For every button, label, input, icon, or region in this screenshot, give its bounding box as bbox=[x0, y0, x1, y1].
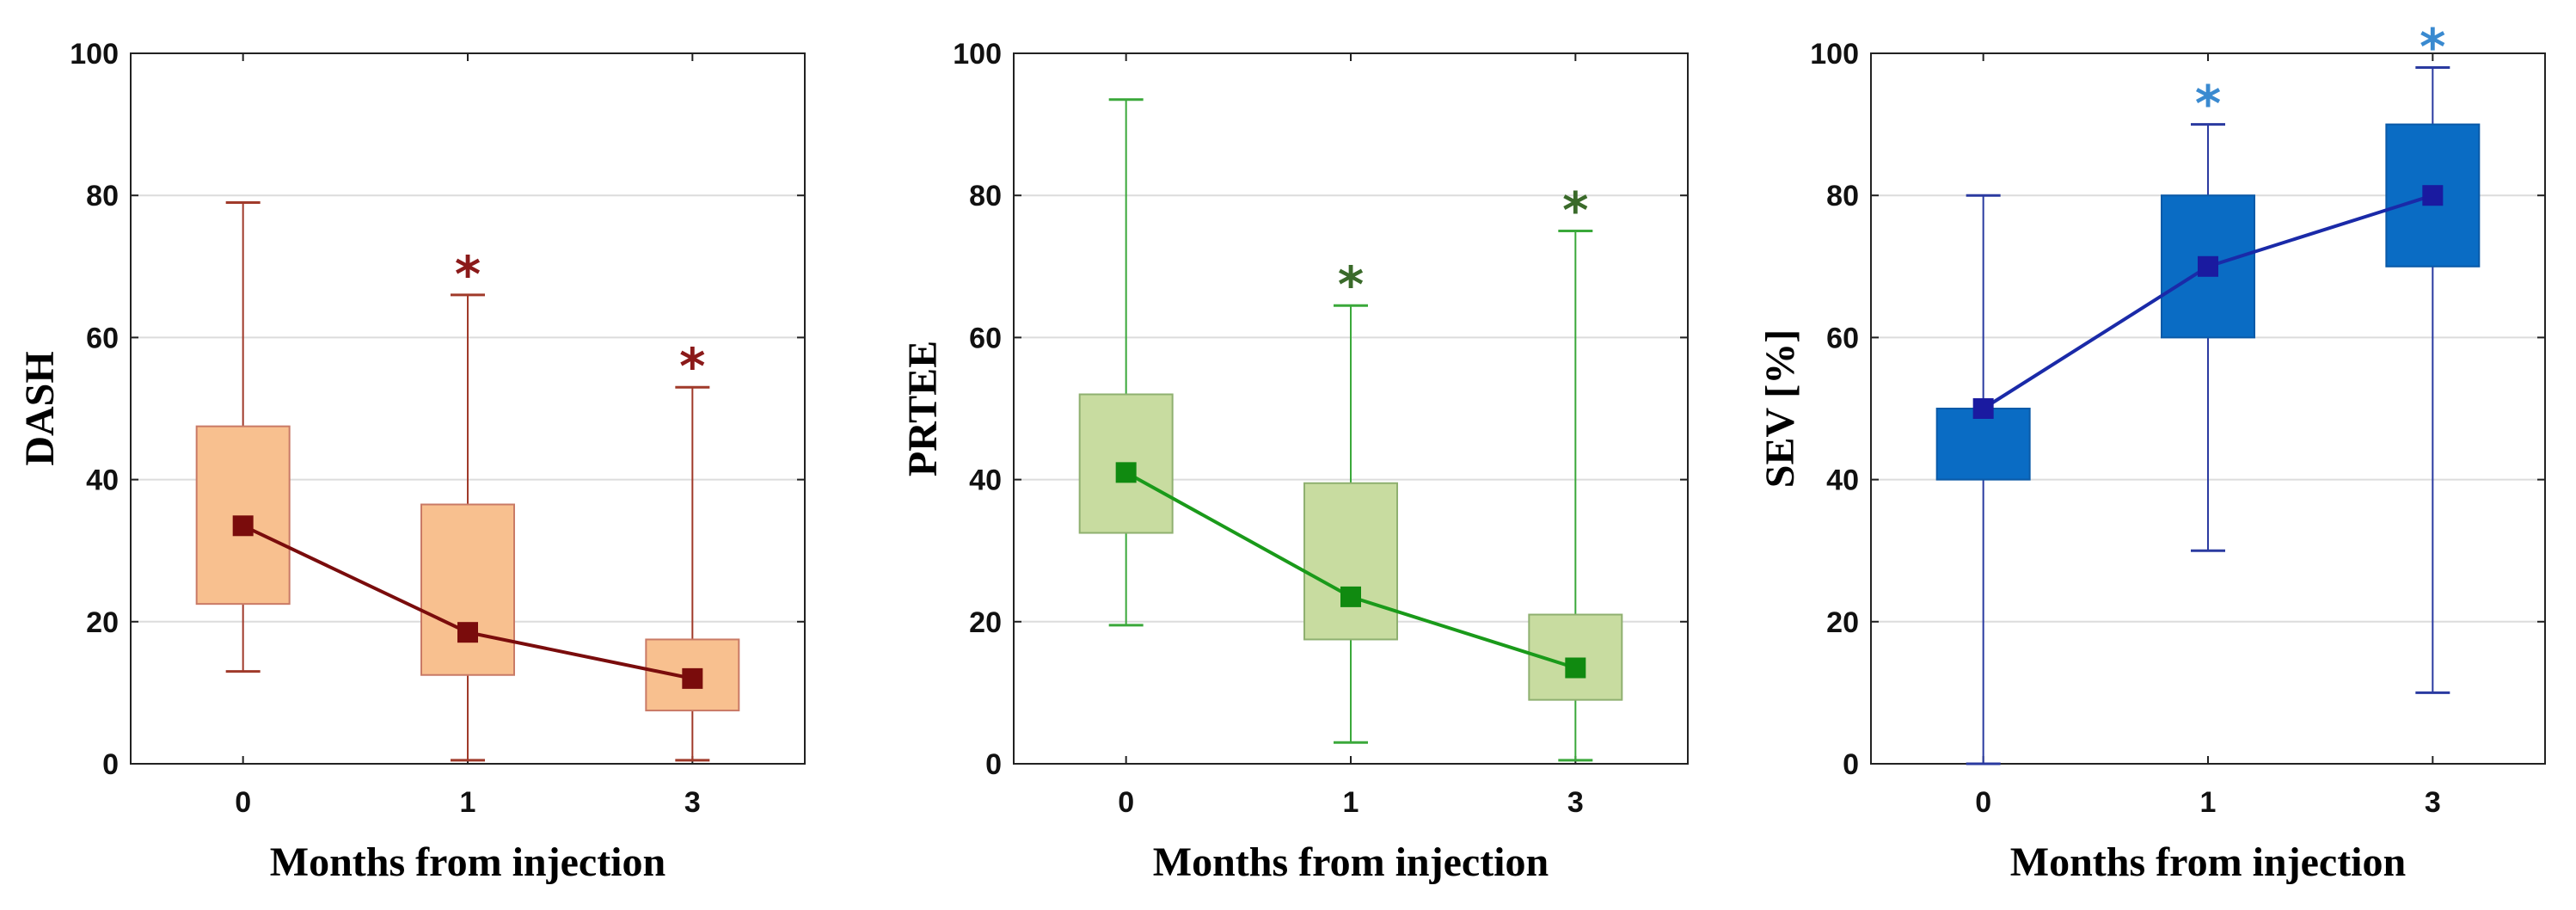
median-marker bbox=[1972, 398, 1994, 419]
x-axis-title: Months from injection bbox=[2010, 839, 2406, 885]
y-axis-title: PRTEE bbox=[900, 341, 946, 477]
significance-star: * bbox=[679, 337, 705, 396]
y-tick-label: 60 bbox=[1826, 322, 1859, 354]
box-iqr bbox=[195, 425, 291, 606]
median-marker bbox=[1115, 462, 1137, 483]
y-tick-label: 40 bbox=[1826, 464, 1859, 497]
significance-star: * bbox=[2420, 18, 2445, 77]
y-tick-label: 60 bbox=[86, 322, 119, 354]
y-tick-label: 0 bbox=[985, 748, 1002, 781]
y-tick-label: 80 bbox=[969, 180, 1002, 212]
chart-panel-1: 0 20 40 60 80 100 0 1 3 * * Months from injection DA… bbox=[17, 38, 806, 885]
x-tick-label: 0 bbox=[1975, 786, 1991, 819]
x-tick-label: 0 bbox=[235, 786, 251, 819]
x-tick-label: 1 bbox=[460, 786, 476, 819]
y-tick-label: 60 bbox=[969, 322, 1002, 354]
y-tick-label: 20 bbox=[969, 606, 1002, 639]
y-axis-title: SEV [%] bbox=[1757, 329, 1803, 488]
y-tick-label: 20 bbox=[1826, 606, 1859, 639]
y-tick-label: 40 bbox=[969, 464, 1002, 497]
x-tick-label: 0 bbox=[1118, 786, 1134, 819]
significance-star: * bbox=[1338, 255, 1364, 314]
y-tick-label: 100 bbox=[1810, 38, 1859, 71]
median-marker bbox=[457, 622, 478, 643]
x-tick-label: 1 bbox=[1343, 786, 1359, 819]
median-marker bbox=[682, 667, 703, 689]
median-marker bbox=[1340, 586, 1361, 607]
significance-star: * bbox=[1562, 181, 1588, 240]
y-tick-label: 0 bbox=[102, 748, 119, 781]
x-tick-label: 3 bbox=[2425, 786, 2441, 819]
significance-star: * bbox=[455, 245, 481, 304]
y-tick-label: 40 bbox=[86, 464, 119, 497]
y-tick-label: 20 bbox=[86, 606, 119, 639]
box-iqr bbox=[2385, 123, 2481, 267]
x-tick-label: 3 bbox=[684, 786, 701, 819]
y-tick-label: 80 bbox=[1826, 180, 1859, 212]
box-iqr bbox=[420, 503, 515, 676]
y-tick-label: 80 bbox=[86, 180, 119, 212]
box-iqr bbox=[1935, 408, 2031, 481]
median-marker bbox=[2422, 185, 2444, 206]
median-marker bbox=[2198, 255, 2218, 277]
x-axis-title: Months from injection bbox=[1153, 839, 1549, 885]
box-iqr bbox=[1303, 482, 1398, 641]
y-tick-label: 100 bbox=[953, 38, 1002, 71]
x-axis-title: Months from injection bbox=[270, 839, 665, 885]
y-axis-title: DASH bbox=[17, 351, 63, 465]
x-tick-label: 1 bbox=[2200, 786, 2217, 819]
chart-panel-3: 0 20 40 60 80 100 0 1 3 * * Months from injection SE… bbox=[1757, 18, 2546, 885]
median-marker bbox=[232, 515, 254, 537]
y-tick-label: 100 bbox=[70, 38, 119, 71]
x-tick-label: 3 bbox=[1567, 786, 1584, 819]
chart-panel-2: 0 20 40 60 80 100 0 1 3 * * Months from injection PR… bbox=[900, 38, 1689, 885]
significance-star: * bbox=[2195, 75, 2221, 133]
y-tick-label: 0 bbox=[1843, 748, 1859, 781]
median-marker bbox=[1565, 657, 1586, 679]
